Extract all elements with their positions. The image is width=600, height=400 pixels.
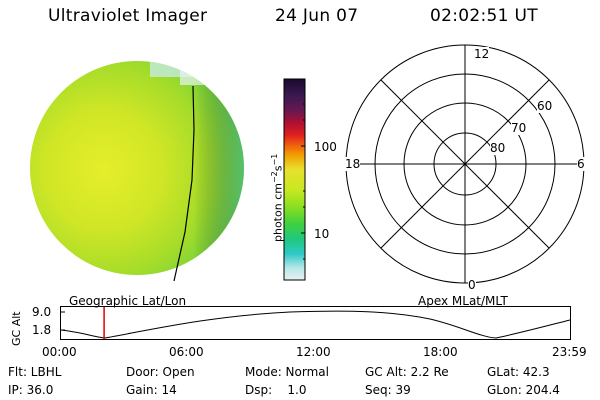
date-label: 24 Jun 07: [275, 6, 359, 26]
colorbar-tick-10: 10: [314, 227, 330, 241]
colorbar: [283, 78, 306, 281]
timeline-xtick-1800: 18:00: [423, 345, 458, 359]
earth-disk: [30, 61, 244, 275]
timeline-xtick-0600: 06:00: [169, 345, 204, 359]
mlt-label-6: 6: [577, 157, 585, 171]
gc-alt-info: GC Alt: 2.2 Re: [365, 365, 449, 379]
colorbar-tick-100: 100: [314, 140, 337, 154]
dsp-info: Dsp: 1.0: [245, 383, 307, 397]
mode-info: Mode: Normal: [245, 365, 329, 379]
mlt-label-0: 0: [468, 278, 476, 292]
mlt-label-18: 18: [345, 157, 361, 171]
apex-label: Apex MLat/MLT: [418, 294, 508, 308]
polar-plot: [345, 44, 585, 284]
ip-info: IP: 36.0: [8, 383, 54, 397]
altitude-curve: [60, 310, 571, 339]
terminator-line: [173, 85, 195, 282]
time-label: 02:02:51 UT: [430, 6, 538, 26]
lat-label-60: 60: [537, 99, 553, 113]
gain-info: Gain: 14: [126, 383, 177, 397]
timeline-plot: [60, 306, 571, 340]
timeline-xtick-2359: 23:59: [552, 345, 587, 359]
timeline-ytick-bottom: 1.8: [32, 323, 52, 337]
mlt-label-12: 12: [474, 47, 490, 61]
lat-label-70: 70: [511, 121, 527, 135]
colorbar-unit-label: photon cm−2s−1: [270, 153, 285, 242]
timeline-xtick-0000: 00:00: [42, 345, 77, 359]
filter-info: Flt: LBHL: [8, 365, 62, 379]
seq-info: Seq: 39: [365, 383, 411, 397]
door-info: Door: Open: [126, 365, 195, 379]
instrument-title: Ultraviolet Imager: [48, 6, 208, 26]
timeline-ytick-top: 9.0: [32, 305, 52, 319]
timeline-ylabel: GC Alt: [10, 311, 23, 346]
lat-label-80: 80: [490, 141, 506, 155]
glon-info: GLon: 204.4: [487, 383, 560, 397]
timeline-xtick-1200: 12:00: [296, 345, 331, 359]
geographic-label: Geographic Lat/Lon: [69, 294, 187, 308]
glat-info: GLat: 42.3: [487, 365, 550, 379]
